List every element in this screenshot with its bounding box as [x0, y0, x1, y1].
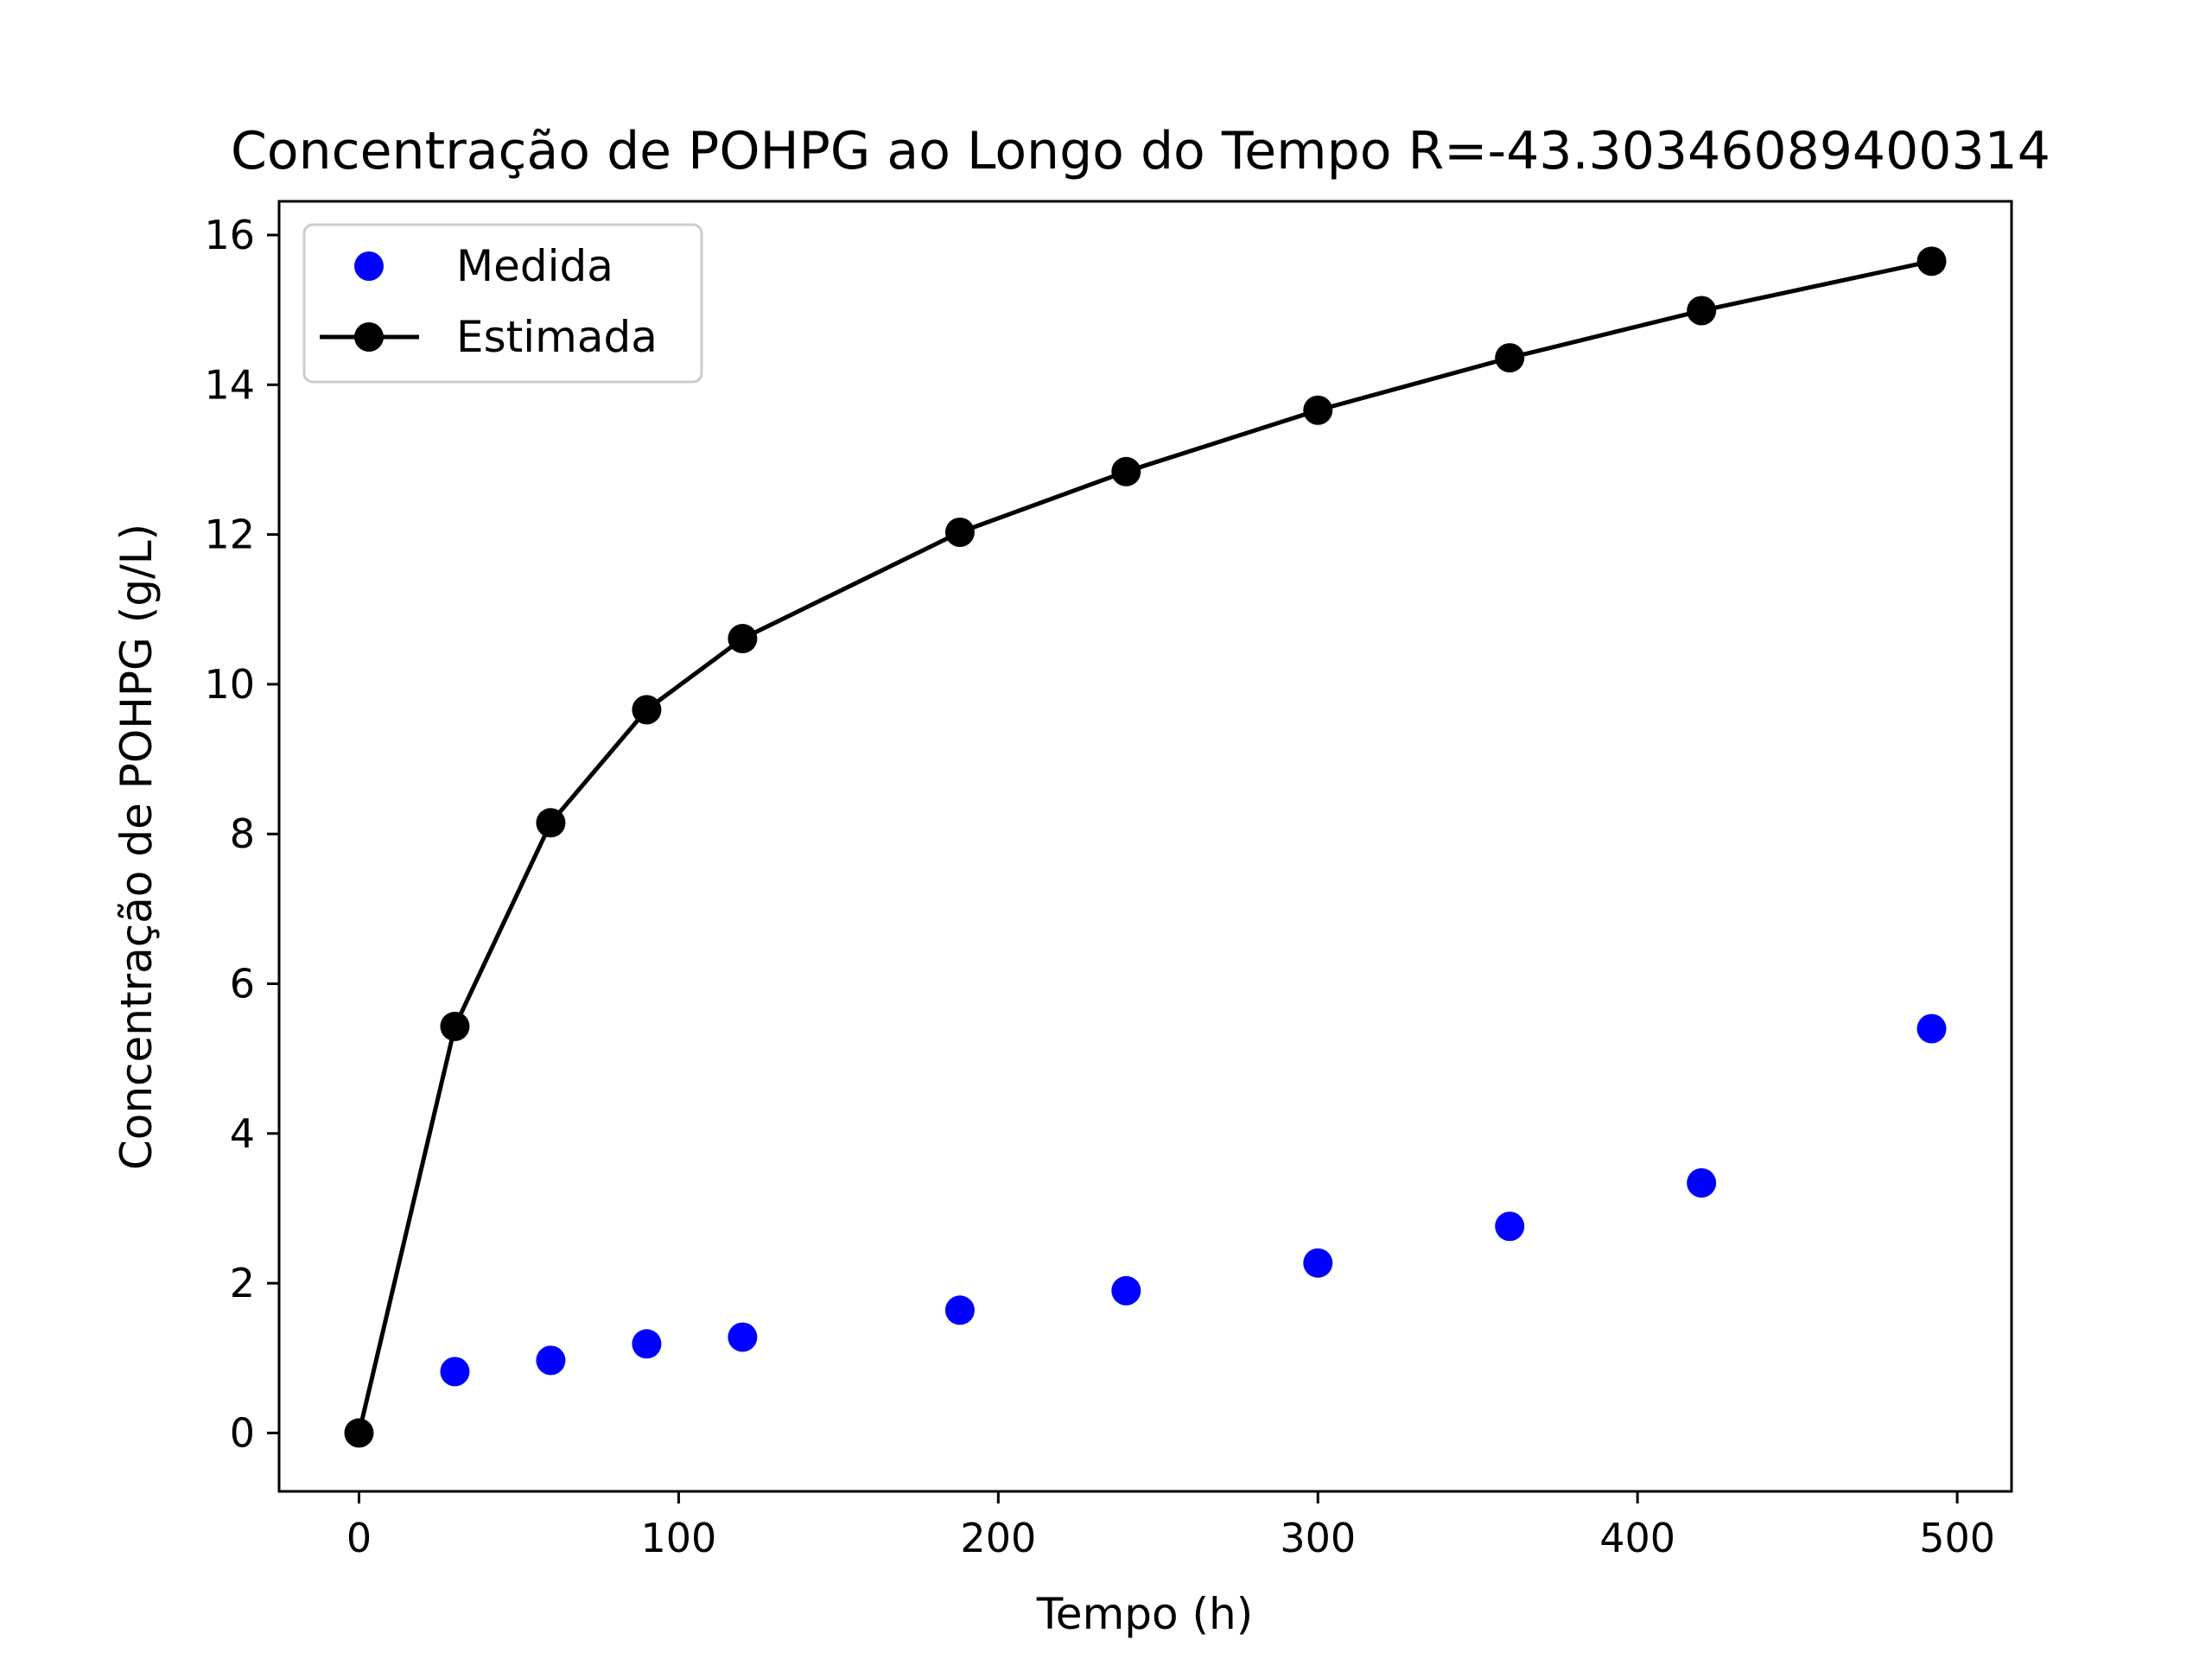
x-tick-label: 100 — [641, 1515, 717, 1561]
legend-marker-medida — [354, 251, 384, 281]
data-point-estimada — [632, 695, 662, 725]
data-point-medida — [1495, 1211, 1525, 1242]
x-tick-label: 500 — [1919, 1515, 1995, 1561]
x-axis-ticks: 0 100 200 300 400 500 — [346, 1491, 1995, 1561]
data-point-medida — [632, 1329, 662, 1359]
legend-label-medida: Medida — [456, 241, 613, 291]
data-point-estimada — [944, 517, 975, 547]
y-tick-label: 6 — [230, 961, 255, 1007]
x-tick-label: 0 — [346, 1515, 372, 1561]
data-point-medida — [1916, 1014, 1947, 1044]
x-tick-label: 200 — [960, 1515, 1036, 1561]
x-tick-label: 400 — [1599, 1515, 1675, 1561]
data-point-estimada — [1303, 395, 1333, 425]
y-tick-label: 16 — [204, 212, 255, 258]
series-medida — [440, 1014, 1947, 1387]
data-point-medida — [1687, 1167, 1717, 1198]
x-axis-label: Tempo (h) — [1036, 1589, 1253, 1639]
data-point-medida — [1111, 1275, 1141, 1306]
y-tick-label: 14 — [204, 361, 255, 408]
x-tick-label: 300 — [1280, 1515, 1356, 1561]
y-tick-label: 4 — [230, 1110, 255, 1157]
data-point-estimada — [1495, 343, 1525, 373]
data-point-medida — [536, 1345, 566, 1376]
data-point-medida — [944, 1295, 975, 1325]
axes-frame — [277, 200, 2013, 1493]
legend-marker-estimada — [354, 322, 384, 352]
y-axis-ticks: 0 2 4 6 8 10 12 14 16 — [204, 212, 279, 1456]
data-point-medida — [440, 1357, 470, 1387]
y-tick-label: 8 — [230, 810, 255, 857]
chart-title: Concentração de POHPG ao Longo do Tempo … — [231, 121, 2050, 181]
legend-label-estimada: Estimada — [456, 312, 658, 362]
y-tick-label: 10 — [204, 661, 255, 708]
data-point-estimada — [1916, 246, 1947, 276]
data-point-estimada — [728, 624, 758, 654]
data-point-estimada — [1687, 296, 1717, 326]
data-point-medida — [728, 1322, 758, 1352]
data-point-estimada — [1111, 456, 1141, 486]
data-point-estimada — [536, 808, 566, 838]
data-point-estimada — [344, 1418, 374, 1448]
legend: Medida Estimada — [302, 223, 703, 384]
series-estimada — [344, 246, 1947, 1448]
y-tick-label: 0 — [230, 1409, 255, 1456]
y-tick-label: 2 — [230, 1260, 255, 1306]
data-point-medida — [1303, 1248, 1333, 1278]
y-tick-label: 12 — [204, 512, 255, 558]
legend-box — [302, 223, 703, 384]
y-axis-label: Concentração de POHPG (g/L) — [111, 524, 162, 1170]
plot-area — [344, 246, 1947, 1448]
data-point-estimada — [440, 1011, 470, 1041]
